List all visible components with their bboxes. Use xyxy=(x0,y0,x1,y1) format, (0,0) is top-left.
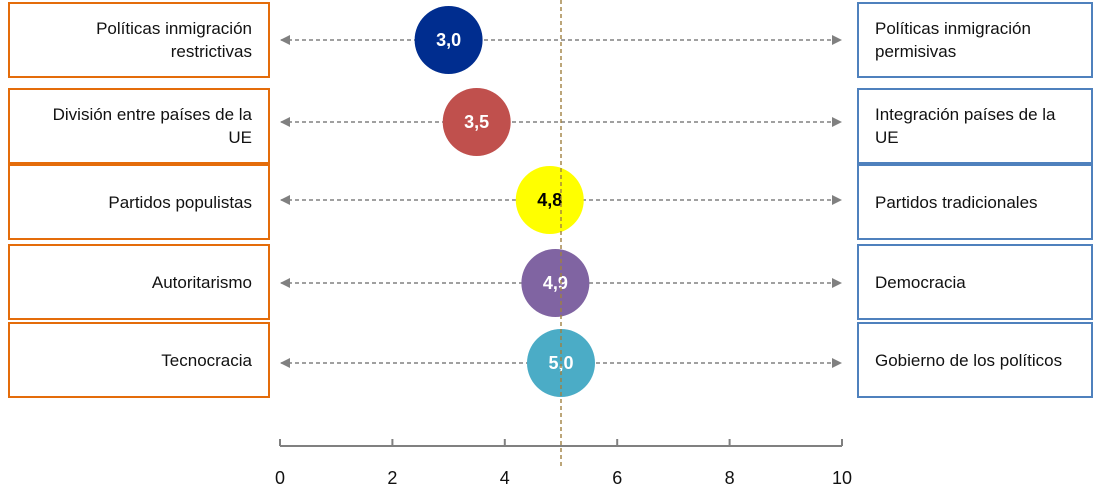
left-pole-text: Partidos populistas xyxy=(108,192,252,212)
right-pole-label: Democracia xyxy=(857,244,1093,320)
x-tick-label: 8 xyxy=(725,468,735,488)
left-pole-label: Autoritarismo xyxy=(8,244,270,320)
right-pole-label: Gobierno de los políticos xyxy=(857,322,1093,398)
left-pole-label: Tecnocracia xyxy=(8,322,270,398)
value-label: 3,0 xyxy=(436,30,461,50)
x-tick-label: 0 xyxy=(275,468,285,488)
value-bubble xyxy=(527,329,595,397)
value-label: 5,0 xyxy=(548,353,573,373)
left-pole-text: Autoritarismo xyxy=(151,272,252,292)
value-label: 3,5 xyxy=(464,112,489,132)
right-pole-label: Políticas inmigración permisivas xyxy=(857,2,1093,78)
value-bubble xyxy=(521,249,590,317)
left-pole-label: Políticas inmigración restrictivas xyxy=(8,2,270,78)
right-pole-text: Democracia xyxy=(875,272,966,292)
left-pole-text: División entre países de la UE xyxy=(52,105,252,147)
right-pole-label: Integración países de la UE xyxy=(857,88,1093,164)
x-tick-label: 6 xyxy=(612,468,622,488)
value-label: 4,9 xyxy=(543,273,568,293)
left-pole-label: División entre países de la UE xyxy=(8,88,270,164)
right-pole-text: Partidos tradicionales xyxy=(875,192,1038,212)
x-tick-label: 10 xyxy=(832,468,852,488)
left-pole-text: Políticas inmigración restrictivas xyxy=(96,19,252,61)
x-tick-label: 2 xyxy=(387,468,397,488)
value-bubble xyxy=(442,88,511,156)
right-pole-text: Políticas inmigración permisivas xyxy=(875,19,1031,61)
left-pole-label: Partidos populistas xyxy=(8,164,270,240)
right-pole-label: Partidos tradicionales xyxy=(857,164,1093,240)
right-pole-text: Integración países de la UE xyxy=(875,105,1056,147)
value-bubble xyxy=(515,166,584,234)
value-bubble xyxy=(414,6,483,74)
right-pole-text: Gobierno de los políticos xyxy=(875,350,1063,370)
left-pole-text: Tecnocracia xyxy=(161,350,252,370)
value-label: 4,8 xyxy=(537,190,562,210)
x-tick-label: 4 xyxy=(500,468,510,488)
